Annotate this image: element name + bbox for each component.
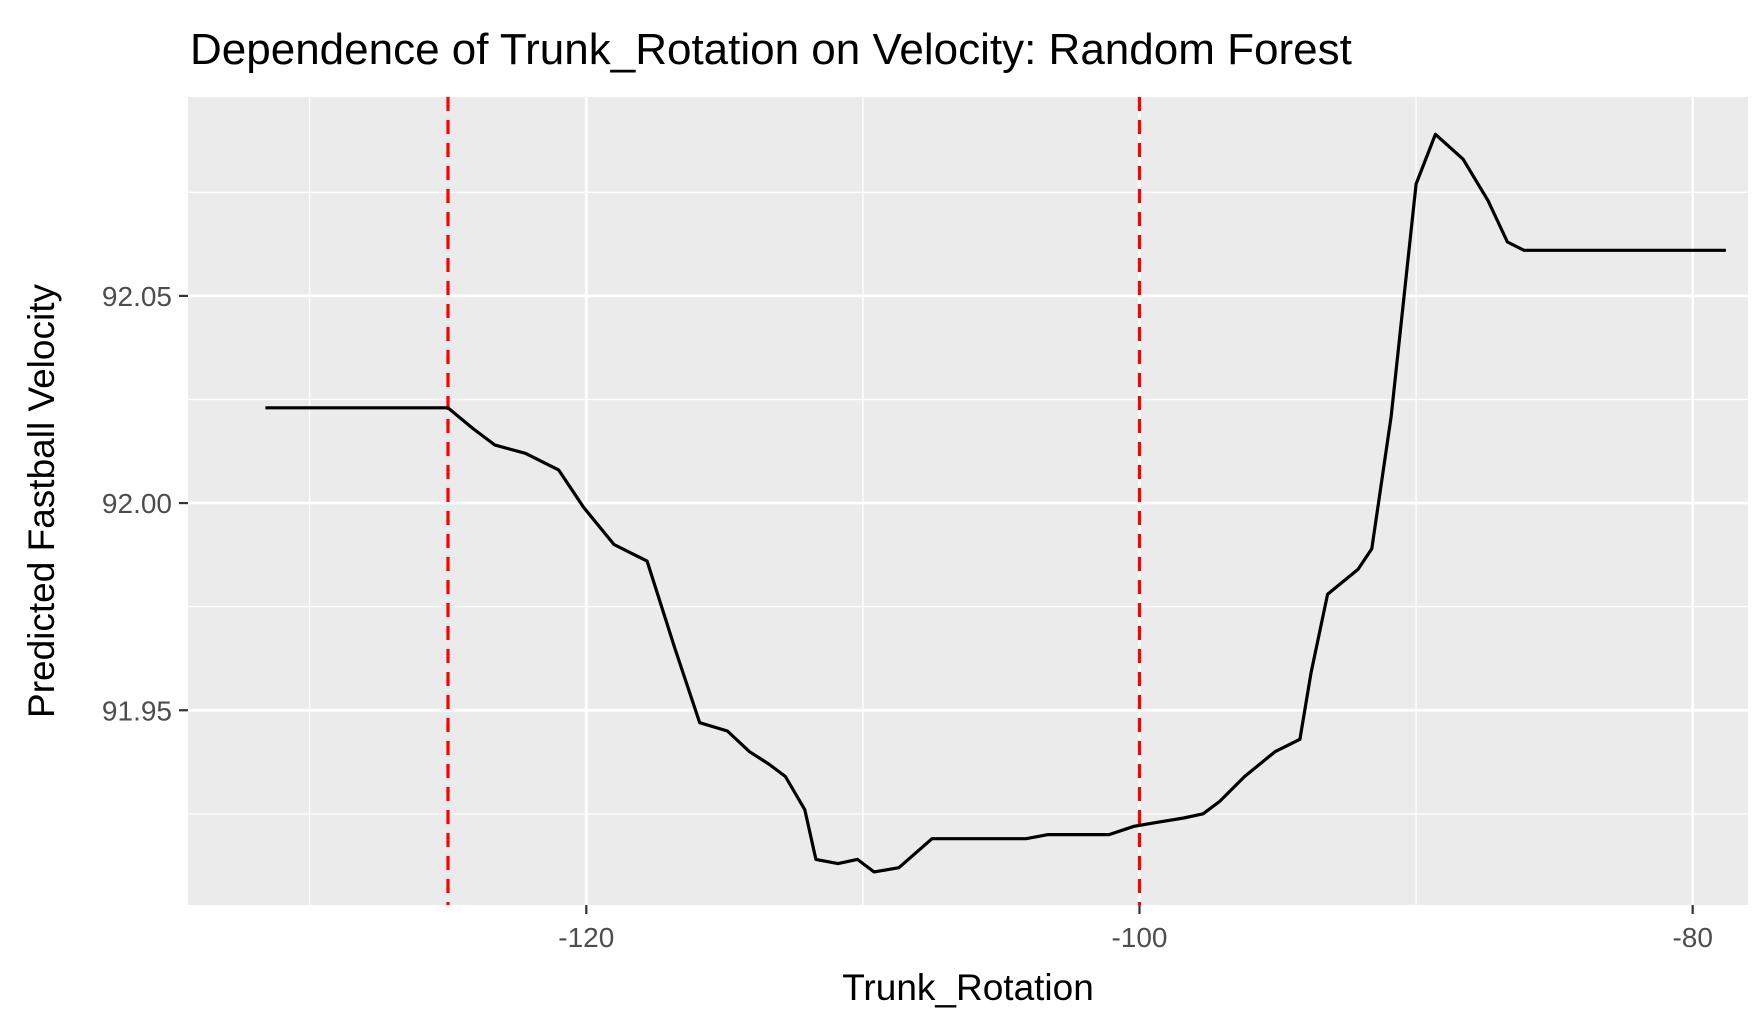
y-axis-title: Predicted Fastball Velocity	[21, 284, 62, 718]
x-tick-label: -100	[1111, 922, 1167, 953]
y-tick-label: 92.00	[102, 488, 172, 519]
chart-title: Dependence of Trunk_Rotation on Velocity…	[190, 25, 1352, 74]
y-tick-label: 91.95	[102, 695, 172, 726]
y-tick-label: 92.05	[102, 281, 172, 312]
x-tick-label: -80	[1672, 922, 1712, 953]
series-group	[265, 132, 1726, 874]
x-axis-title: Trunk_Rotation	[842, 967, 1094, 1008]
x-tick-label: -120	[558, 922, 614, 953]
velocity-line	[265, 132, 1726, 874]
x-axis: -120 -100 -80	[558, 905, 1713, 953]
plot-panel	[188, 97, 1748, 905]
y-axis: 91.95 92.00 92.05	[102, 281, 188, 726]
reference-lines	[446, 97, 1142, 905]
